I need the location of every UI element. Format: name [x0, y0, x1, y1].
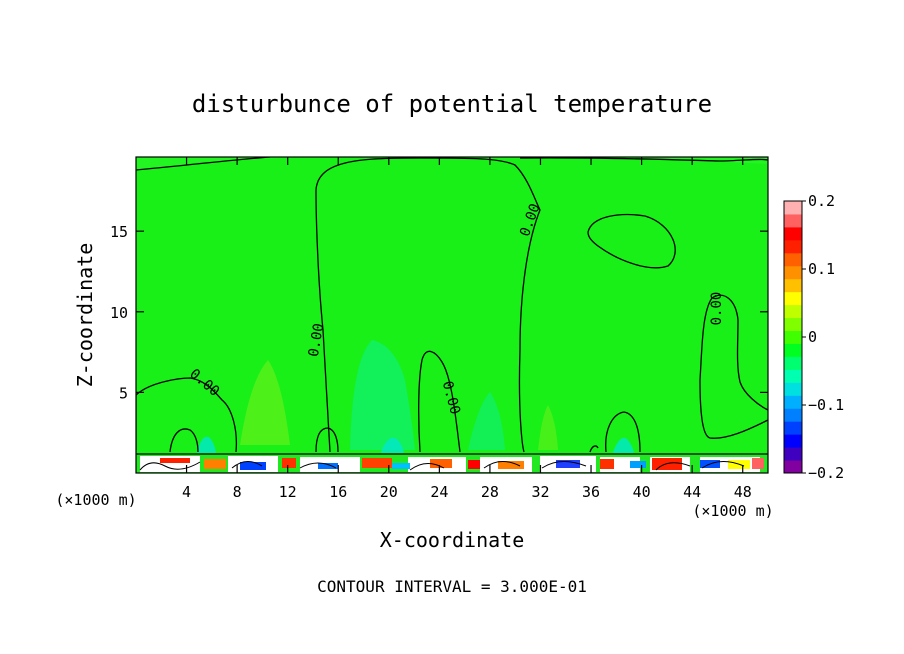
region-cool-right — [468, 392, 505, 450]
colorbar-swatch — [784, 213, 802, 228]
colorbar-swatch — [784, 252, 802, 267]
field-background — [136, 157, 768, 473]
x-unit-label-left: (×1000 m) — [55, 491, 136, 509]
colorbar-swatch — [784, 239, 802, 254]
colorbar-swatch — [784, 343, 802, 357]
y-tick-label: 10 — [110, 304, 128, 322]
plot-area: 0.000.000.000.000.00 — [136, 157, 768, 473]
colorbar-swatch — [784, 434, 802, 448]
colorbar-swatch — [784, 395, 802, 409]
x-tick-label: 8 — [233, 483, 242, 501]
x-axis-label: X-coordinate — [380, 528, 525, 552]
colorbar-tick-label: 0.1 — [808, 260, 835, 278]
colorbar-swatch — [784, 382, 802, 396]
y-axis-label: Z-coordinate — [73, 243, 97, 388]
x-axis: 4 8 12 16 20 24 28 32 36 40 44 48 — [182, 157, 752, 501]
colorbar-swatch — [784, 317, 802, 332]
contour-label: 0.00 — [709, 292, 725, 326]
y-tick-label: 15 — [110, 223, 128, 241]
cyan-spot-2 — [380, 437, 404, 455]
cyan-spot-3 — [612, 437, 634, 455]
colorbar-swatch — [784, 447, 802, 461]
colorbar-swatch — [784, 408, 802, 422]
x-tick-label: 36 — [582, 483, 600, 501]
region-warm-left — [240, 360, 290, 445]
colorbar-tick-label: 0.2 — [808, 192, 835, 210]
x-tick-label: 16 — [329, 483, 347, 501]
y-axis: 5 10 15 — [110, 223, 768, 402]
colorbar-swatch — [784, 421, 802, 435]
colorbar-swatch — [784, 369, 802, 383]
colorbar-swatch — [784, 278, 802, 293]
turbulent-surface-layer — [136, 453, 768, 473]
colorbar-swatch — [784, 265, 802, 280]
contour-label: 0.00 — [306, 322, 328, 358]
region-cool-center — [350, 340, 415, 450]
colorbar-swatch — [784, 226, 802, 241]
x-tick-label: 32 — [531, 483, 549, 501]
x-tick-label: 24 — [430, 483, 448, 501]
colorbar-swatch — [784, 356, 802, 370]
x-tick-label: 12 — [279, 483, 297, 501]
colorbar-swatch — [784, 291, 802, 306]
colorbar-tick-label: 0 — [808, 328, 817, 346]
colorbar-tick-label: −0.1 — [808, 396, 844, 414]
region-warm-right — [538, 405, 558, 450]
colorbar-tick-label: −0.2 — [808, 464, 844, 482]
x-unit-label-right: (×1000 m) — [692, 502, 773, 520]
cyan-spot-1 — [196, 436, 216, 455]
upper-band — [136, 157, 768, 170]
y-tick-label: 5 — [119, 384, 128, 402]
x-tick-label: 4 — [182, 483, 191, 501]
x-tick-label: 28 — [481, 483, 499, 501]
contour-lines — [136, 157, 768, 453]
x-tick-label: 40 — [633, 483, 651, 501]
colorbar-swatch — [784, 201, 802, 215]
plot-frame — [135, 156, 769, 474]
x-tick-label: 44 — [683, 483, 701, 501]
x-tick-label: 48 — [734, 483, 752, 501]
chart-title: disturbunce of potential temperature — [192, 90, 712, 118]
colorbar-swatch — [784, 460, 802, 474]
colorbar-swatch — [784, 304, 802, 319]
contour-interval-note: CONTOUR INTERVAL = 3.000E-01 — [317, 577, 587, 596]
x-tick-label: 20 — [380, 483, 398, 501]
colorbar: 0.2 0.1 0 −0.1 −0.2 — [783, 192, 844, 482]
colorbar-swatch — [784, 330, 802, 344]
